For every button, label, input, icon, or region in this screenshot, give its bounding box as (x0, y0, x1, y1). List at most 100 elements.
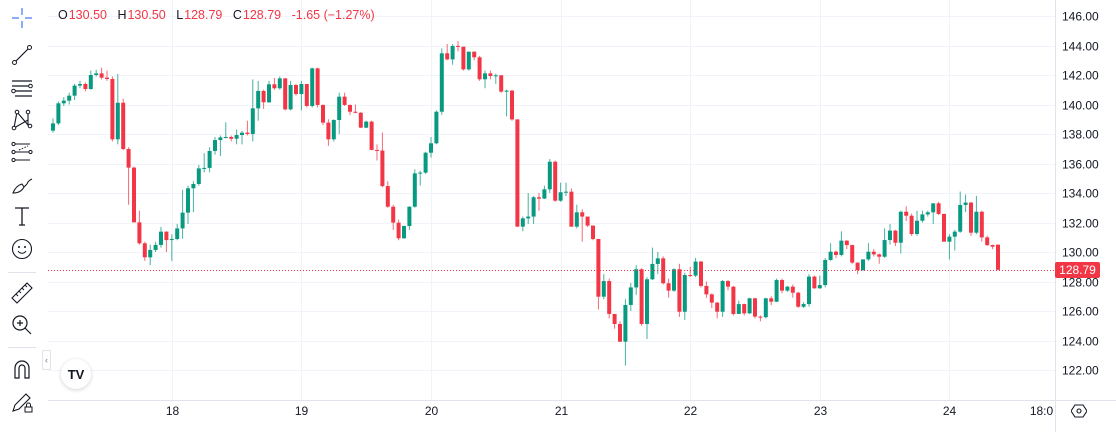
lock-drawings-tool[interactable] (7, 388, 37, 416)
candle-body (213, 140, 217, 151)
candle (812, 275, 817, 289)
candle-body (472, 51, 477, 58)
candle (196, 164, 201, 186)
low-value: 128.79 (184, 8, 223, 22)
price-tick-label: 126.00 (1062, 305, 1099, 319)
candle (402, 225, 406, 239)
candle-body (677, 269, 682, 312)
text-tool[interactable] (7, 202, 37, 230)
candle (207, 147, 212, 173)
candle (191, 181, 196, 213)
candle-body (569, 191, 574, 227)
candle-body (769, 298, 774, 302)
candle (763, 297, 768, 319)
candle-body (564, 191, 568, 193)
candle (180, 190, 185, 239)
candle (83, 82, 88, 92)
grid (48, 0, 1055, 400)
candle (148, 244, 153, 266)
candle (504, 89, 509, 117)
candle-body (51, 123, 55, 131)
logo-text: TV (67, 366, 85, 382)
candle-body (736, 304, 741, 314)
measure-tool[interactable] (7, 279, 37, 307)
candle-body (164, 231, 169, 241)
crosshair-tool[interactable] (7, 4, 37, 32)
emoji-tool[interactable] (7, 235, 37, 263)
candle-body (753, 298, 757, 317)
candle-body (996, 244, 1000, 270)
candle (823, 257, 828, 288)
candle-body (958, 204, 963, 232)
candle-body (537, 197, 541, 199)
time-axis[interactable]: 18 19 20 21 22 23 24 18:0 (166, 404, 1054, 418)
candle (990, 244, 995, 250)
time-tick-label: 20 (425, 404, 439, 418)
trend-line-tool[interactable] (7, 41, 37, 69)
candle-body (169, 239, 174, 241)
candle (979, 210, 984, 242)
candle-body (882, 240, 887, 257)
candle-body (936, 203, 941, 214)
candle-body (358, 112, 363, 128)
candle (909, 213, 914, 236)
trend-line-icon (12, 45, 32, 65)
candle-body (844, 240, 849, 246)
candle-body (288, 85, 293, 110)
fib-retracement-tool[interactable] (7, 74, 37, 102)
price-tick-label: 132.00 (1062, 217, 1099, 231)
candle (380, 132, 385, 188)
candle (488, 70, 493, 80)
candle (904, 206, 909, 222)
candle-body (774, 280, 779, 302)
candle (693, 257, 698, 278)
candle-body (693, 261, 698, 276)
candle (137, 210, 142, 245)
zoom-in-tool[interactable] (7, 311, 37, 339)
price-tick-label: 128.00 (1062, 276, 1099, 290)
candle-body (877, 254, 882, 257)
candle (996, 244, 1000, 270)
candle-body (99, 73, 104, 78)
candle (310, 67, 315, 108)
magnet-tool[interactable] (7, 355, 37, 383)
candle (720, 280, 725, 317)
candle (677, 263, 682, 317)
candle (283, 77, 288, 111)
candle (375, 144, 379, 161)
candle (699, 260, 703, 288)
candle-body (942, 213, 946, 242)
candle (742, 303, 747, 316)
candle (164, 231, 169, 252)
candles (51, 41, 1000, 366)
forecast-tool[interactable] (7, 138, 37, 166)
candle-body (920, 214, 925, 221)
candle-body (758, 316, 763, 318)
candle-body (83, 83, 88, 90)
close-label: C (232, 8, 242, 22)
candle-body (607, 281, 612, 314)
candle (952, 229, 957, 251)
candle (115, 73, 120, 145)
candle (272, 77, 277, 90)
candle-body (121, 102, 126, 150)
brush-tool[interactable] (7, 171, 37, 199)
pattern-tool[interactable] (7, 106, 37, 134)
candle-body (898, 211, 903, 243)
candle (223, 122, 228, 139)
candle (240, 131, 244, 145)
candle (267, 80, 271, 104)
tradingview-logo[interactable]: TV (61, 359, 91, 389)
candle (385, 181, 390, 208)
price-axis[interactable]: 146.00 144.00 142.00 140.00 138.00 136.00 134.… (1062, 10, 1099, 378)
candle (645, 277, 649, 340)
candle-body (985, 237, 990, 246)
candle (159, 226, 163, 248)
candle-body (67, 95, 72, 101)
candle-body (88, 75, 93, 90)
axis-settings-icon[interactable] (1071, 403, 1087, 419)
collapse-toolbar-button[interactable]: ‹ (42, 350, 51, 370)
candle-body (601, 281, 606, 297)
candle (423, 151, 428, 174)
